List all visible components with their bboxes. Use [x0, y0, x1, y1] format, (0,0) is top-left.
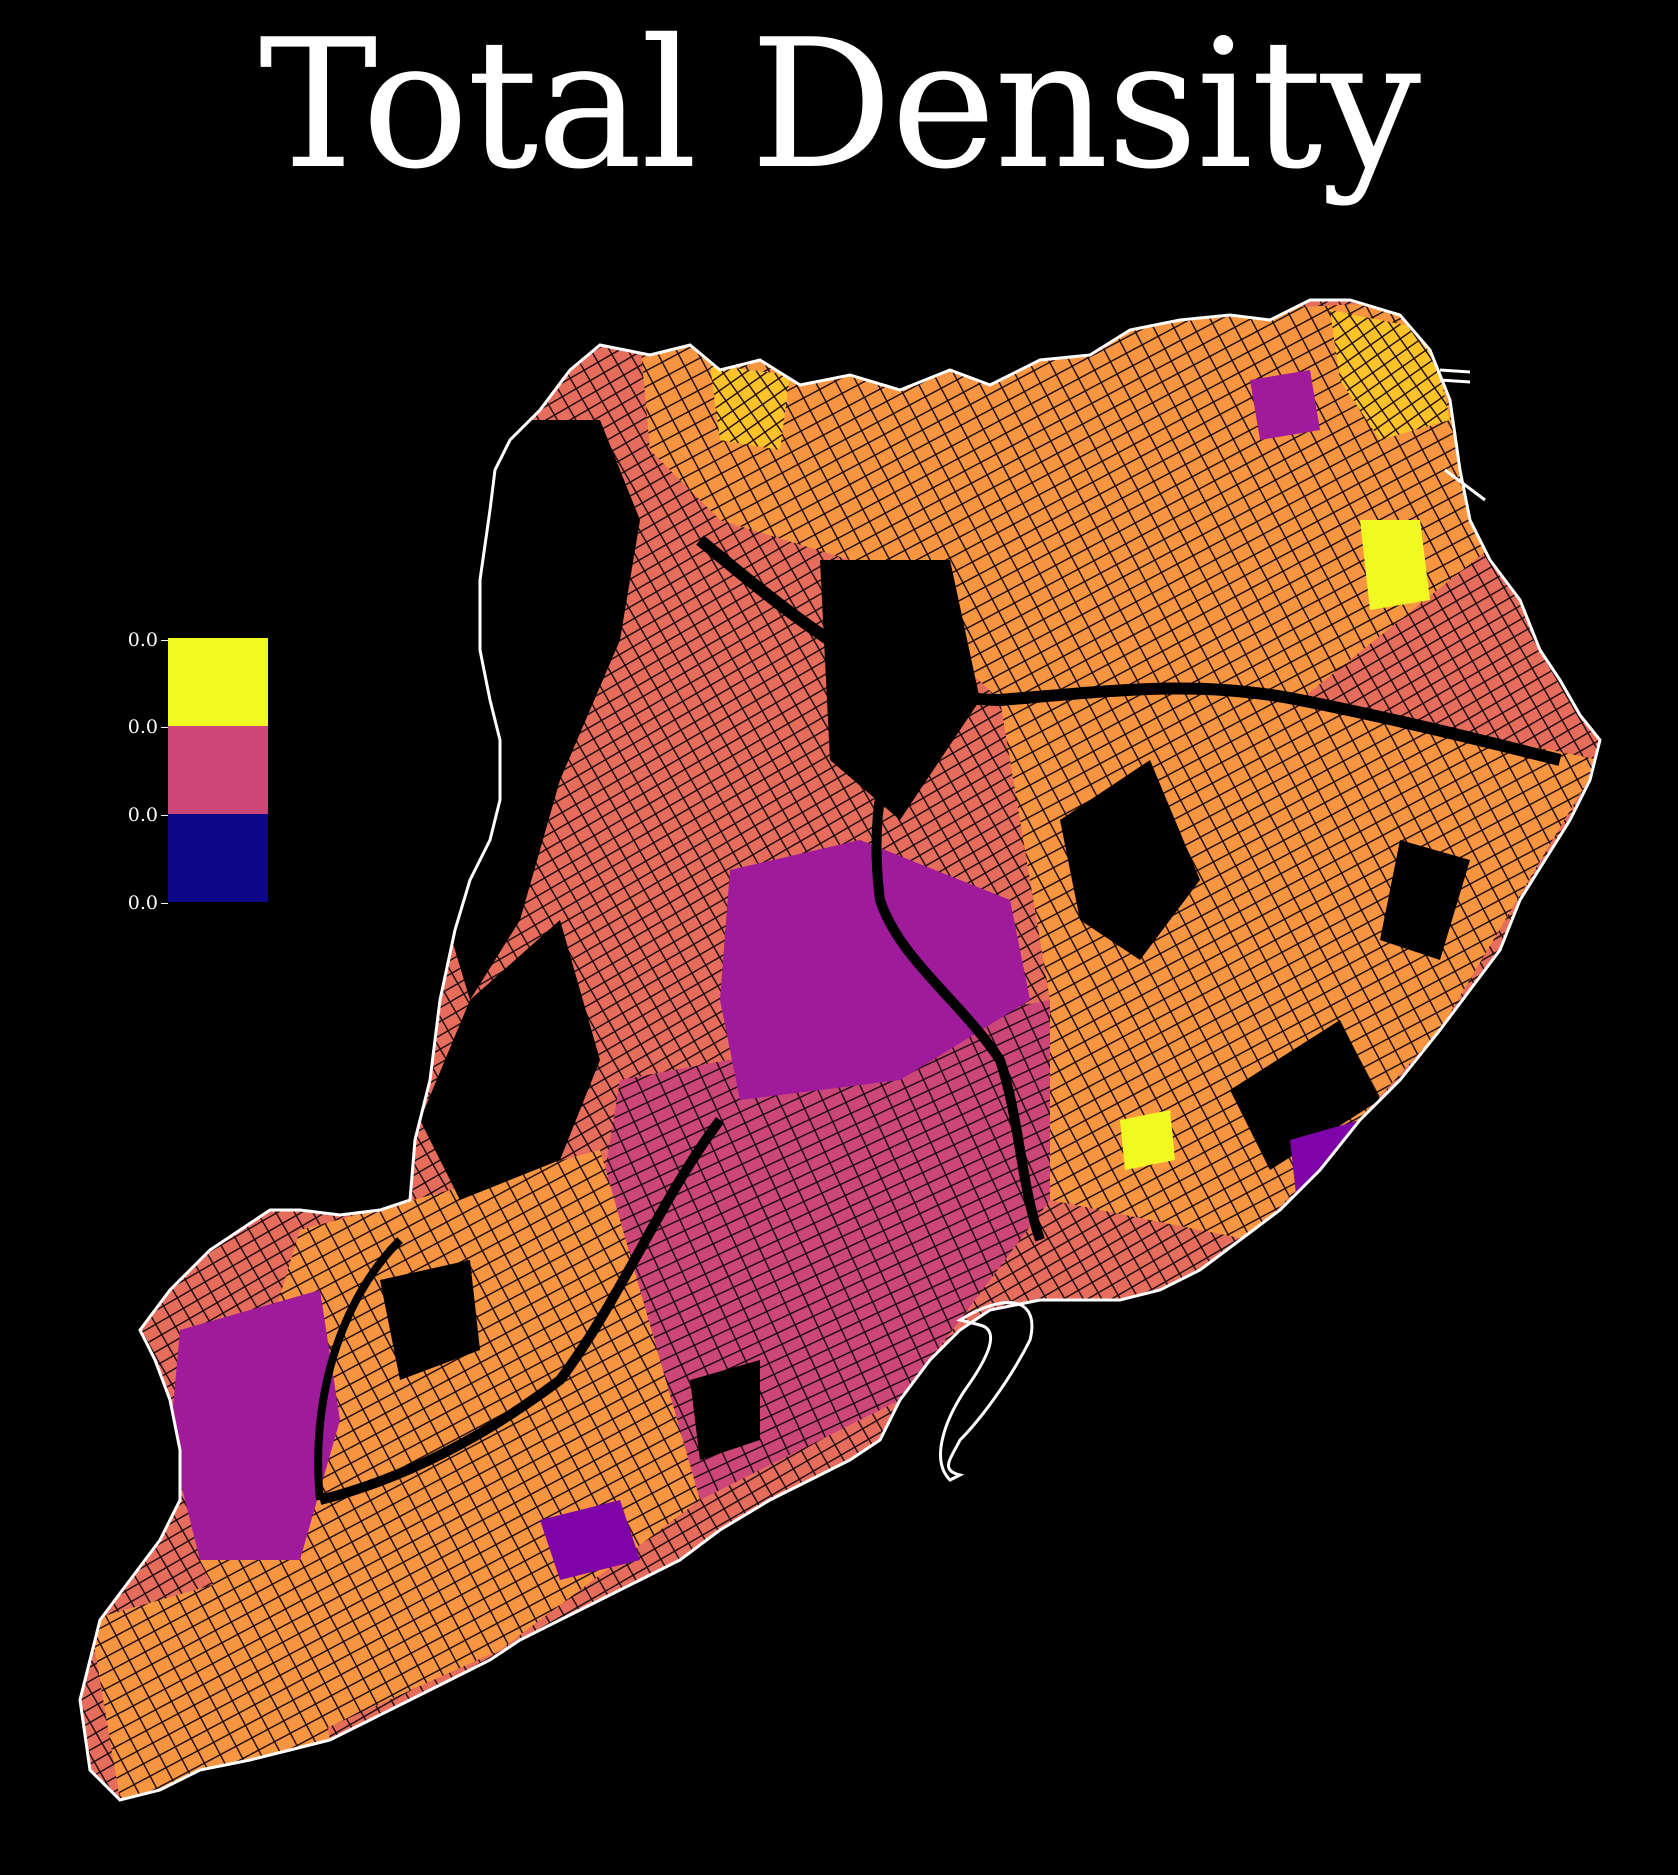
- legend-tick-label: 0.0: [127, 804, 158, 826]
- map-title: Total Density: [258, 1, 1421, 208]
- yellow-nw-region: [710, 365, 790, 450]
- legend-swatch-low: [168, 814, 268, 902]
- legend-tick-label: 0.0: [127, 716, 158, 738]
- legend-tickmark: [161, 640, 168, 641]
- yellow-ne-region: [1330, 310, 1450, 440]
- west-purple-strip: [170, 1290, 340, 1560]
- expressway-east-west: [696, 535, 1562, 766]
- northeast-piers: [1439, 368, 1486, 502]
- western-parkland: [440, 420, 640, 1000]
- legend-tickmark: [161, 903, 168, 904]
- legend-swatch-high: [168, 638, 268, 726]
- yellow-patch-1: [1120, 1110, 1175, 1170]
- legend-tickmark: [161, 727, 168, 728]
- inner-black-2: [1060, 760, 1200, 960]
- tottenville-region: [90, 1560, 330, 1800]
- inner-black-4: [1230, 1020, 1380, 1170]
- expressway-west-shore: [871, 677, 1045, 1242]
- inner-black-3: [1380, 840, 1470, 960]
- yellow-patch-2: [1360, 520, 1430, 610]
- west-loop-road: [314, 1237, 403, 1501]
- inner-black-1: [820, 560, 980, 820]
- fresh-kills-area: [420, 920, 600, 1200]
- color-legend: 0.0 0.0 0.0 0.0: [110, 628, 280, 918]
- expressway-south: [318, 1117, 725, 1505]
- inner-black-6: [690, 1360, 760, 1460]
- legend-tick-label: 0.0: [127, 892, 158, 914]
- greenbelt-area: [720, 840, 1030, 1100]
- mid-island-region: [560, 1000, 1050, 1500]
- inner-black-5: [380, 1260, 480, 1380]
- great-kills-harbor-outline: [939, 1301, 1034, 1482]
- purple-patch-3: [540, 1500, 640, 1580]
- legend-swatch-mid: [168, 726, 268, 814]
- legend-tick-label: 0.0: [127, 629, 158, 651]
- island-outline: [78, 298, 1602, 1802]
- legend-tickmark: [161, 815, 168, 816]
- purple-patch-1: [1250, 370, 1320, 440]
